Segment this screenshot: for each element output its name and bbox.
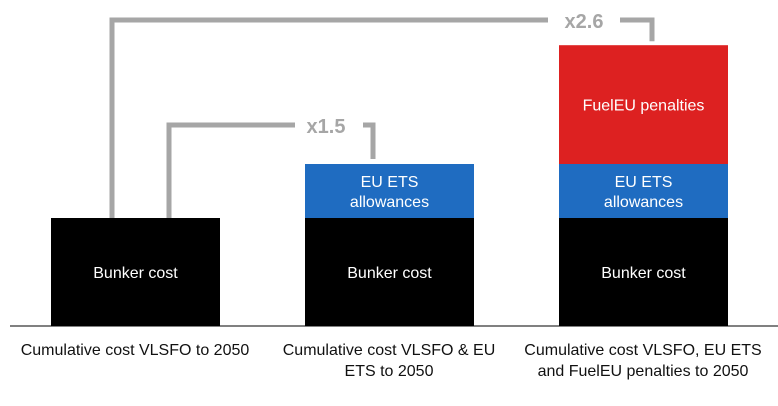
bar-segment bbox=[305, 164, 474, 218]
bracket-line bbox=[620, 17, 655, 42]
bar-segment bbox=[559, 218, 728, 326]
bar-segment bbox=[51, 218, 220, 326]
bracket-line bbox=[109, 17, 548, 218]
bar-segment bbox=[559, 45, 728, 165]
multiplier-label: x2.6 bbox=[565, 11, 604, 33]
bar-segment bbox=[305, 218, 474, 326]
segment-label: EU ETS bbox=[615, 174, 673, 191]
segment-label: allowances bbox=[350, 194, 429, 211]
segment-label: FuelEU penalties bbox=[583, 98, 705, 115]
bar-segment bbox=[559, 164, 728, 218]
bracket-line bbox=[363, 122, 376, 159]
segment-label: Bunker cost bbox=[93, 265, 178, 282]
x-tick-label: Cumulative cost VLSFO & EU ETS to 2050 bbox=[282, 342, 496, 380]
x-tick-label: Cumulative cost VLSFO to 2050 bbox=[20, 342, 250, 359]
x-tick-label: Cumulative cost VLSFO, EU ETS and FuelEU… bbox=[524, 342, 762, 380]
segment-label: allowances bbox=[604, 194, 683, 211]
multiplier-label: x1.5 bbox=[307, 116, 346, 138]
bracket-line bbox=[166, 122, 295, 218]
segment-label: Bunker cost bbox=[347, 265, 432, 282]
segment-label: Bunker cost bbox=[601, 265, 686, 282]
segment-label: EU ETS bbox=[361, 174, 419, 191]
